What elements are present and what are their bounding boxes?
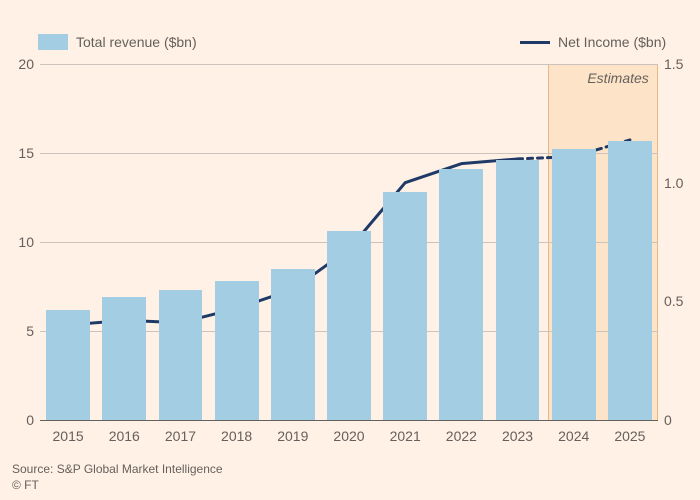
xtick: 2016 [109, 428, 140, 444]
ytick-left: 20 [18, 56, 40, 72]
xtick: 2018 [221, 428, 252, 444]
legend-line: Net Income ($bn) [520, 34, 666, 50]
xtick: 2019 [277, 428, 308, 444]
revenue-bar [496, 160, 540, 420]
ytick-right: 0 [658, 412, 672, 428]
gridline [40, 64, 658, 65]
footer-copyright: © FT [12, 478, 39, 492]
estimates-label: Estimates [587, 70, 648, 86]
xtick: 2022 [446, 428, 477, 444]
bar-swatch [38, 34, 68, 50]
revenue-bar [271, 269, 315, 420]
ytick-left: 15 [18, 145, 40, 161]
footer-source: Source: S&P Global Market Intelligence [12, 462, 223, 476]
ytick-right: 1.0 [658, 175, 683, 191]
legend-line-label: Net Income ($bn) [558, 34, 666, 50]
legend-bar: Total revenue ($bn) [38, 34, 197, 50]
revenue-bar [608, 141, 652, 420]
revenue-bar [552, 149, 596, 420]
xtick: 2020 [333, 428, 364, 444]
xtick: 2015 [53, 428, 84, 444]
xtick: 2024 [558, 428, 589, 444]
ytick-right: 0.5 [658, 293, 683, 309]
chart-container: Total revenue ($bn) Net Income ($bn) Est… [0, 0, 700, 500]
revenue-bar [439, 169, 483, 420]
plot-area: Estimates 0510152000.51.01.5201520162017… [40, 64, 658, 420]
revenue-bar [215, 281, 259, 420]
ytick-left: 10 [18, 234, 40, 250]
xtick: 2021 [390, 428, 421, 444]
ytick-right: 1.5 [658, 56, 683, 72]
revenue-bar [327, 231, 371, 420]
xtick: 2025 [614, 428, 645, 444]
gridline [40, 420, 658, 421]
revenue-bar [383, 192, 427, 420]
xtick: 2017 [165, 428, 196, 444]
revenue-bar [159, 290, 203, 420]
ytick-left: 0 [26, 412, 40, 428]
revenue-bar [46, 310, 90, 420]
line-swatch [520, 41, 550, 44]
ytick-left: 5 [26, 323, 40, 339]
legend-bar-label: Total revenue ($bn) [76, 34, 197, 50]
revenue-bar [102, 297, 146, 420]
xtick: 2023 [502, 428, 533, 444]
